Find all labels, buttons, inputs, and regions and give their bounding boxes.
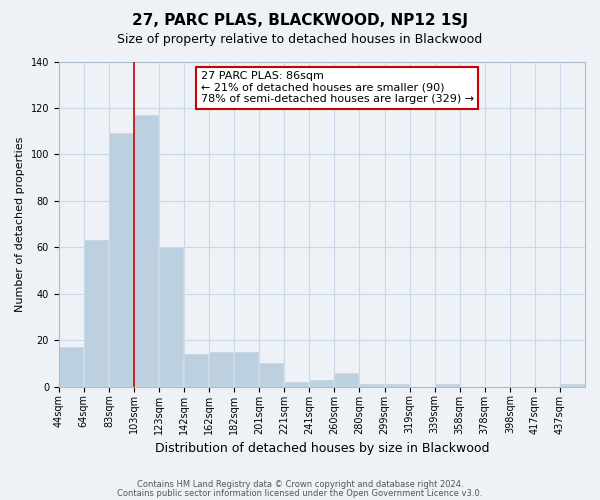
Bar (434, 384, 460, 386)
Text: Contains HM Land Registry data © Crown copyright and database right 2024.: Contains HM Land Registry data © Crown c… (137, 480, 463, 489)
Bar (385, 384, 410, 386)
Text: Contains public sector information licensed under the Open Government Licence v3: Contains public sector information licen… (118, 488, 482, 498)
Bar (134, 115, 159, 386)
Bar (284, 382, 310, 386)
Bar (84, 240, 109, 386)
Bar (184, 354, 209, 386)
Bar (310, 380, 334, 386)
Bar (209, 352, 234, 386)
Text: 27, PARC PLAS, BLACKWOOD, NP12 1SJ: 27, PARC PLAS, BLACKWOOD, NP12 1SJ (132, 12, 468, 28)
Bar (334, 372, 359, 386)
Text: 27 PARC PLAS: 86sqm
← 21% of detached houses are smaller (90)
78% of semi-detach: 27 PARC PLAS: 86sqm ← 21% of detached ho… (201, 72, 474, 104)
Bar (359, 384, 385, 386)
X-axis label: Distribution of detached houses by size in Blackwood: Distribution of detached houses by size … (155, 442, 489, 455)
Bar (234, 352, 259, 386)
Bar (159, 248, 184, 386)
Bar (109, 134, 134, 386)
Y-axis label: Number of detached properties: Number of detached properties (15, 136, 25, 312)
Bar (560, 384, 585, 386)
Bar (59, 347, 84, 387)
Bar (259, 364, 284, 386)
Text: Size of property relative to detached houses in Blackwood: Size of property relative to detached ho… (118, 32, 482, 46)
